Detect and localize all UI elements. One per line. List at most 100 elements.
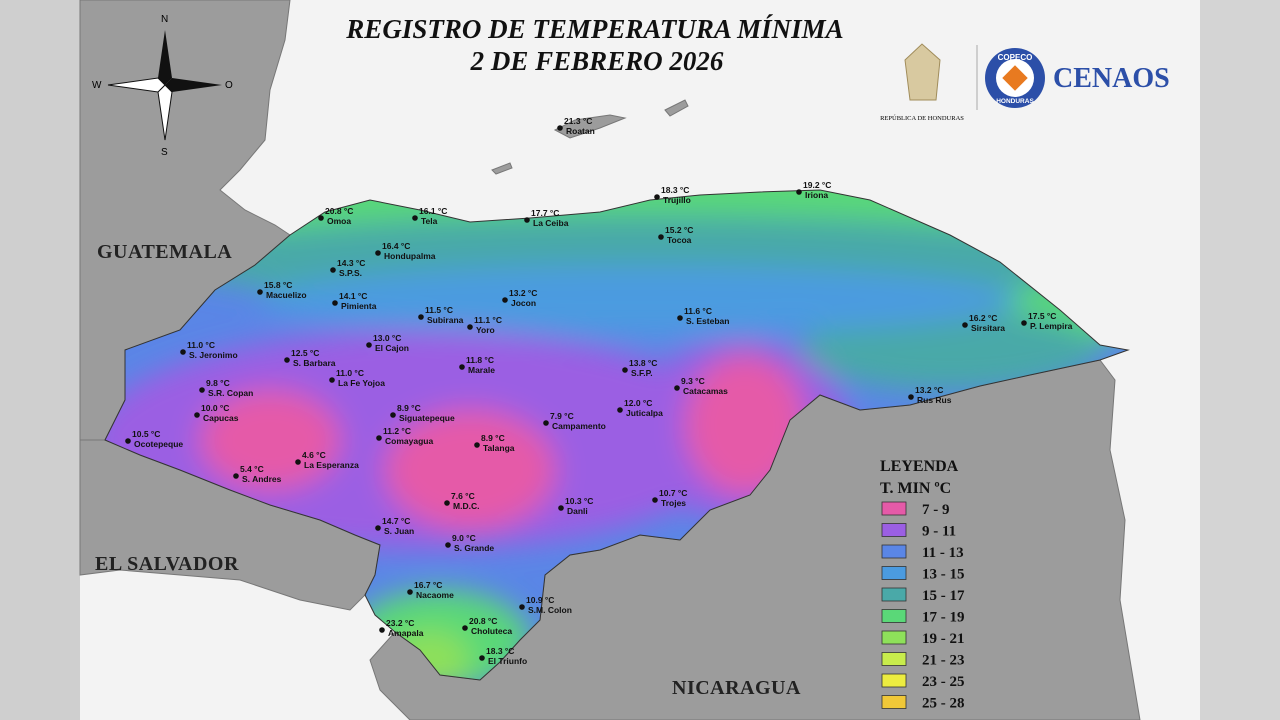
station-name: Iriona [805,190,828,200]
station-temp: 23.2 °C [386,618,414,628]
station-dot [674,385,680,391]
station-name: Subirana [427,315,464,325]
station-temp: 11.0 °C [336,368,364,378]
station-temp: 9.0 °C [452,533,476,543]
station-name: S.P.S. [339,268,362,278]
station-temp: 8.9 °C [481,433,505,443]
station-dot [332,300,338,306]
station-dot [295,459,301,465]
station-name: Ocotepeque [134,439,183,449]
legend-label: 19 - 21 [922,631,965,647]
station-temp: 4.6 °C [302,450,326,460]
republic-label: REPÚBLICA DE HONDURAS [880,114,964,122]
station-dot [654,194,660,200]
station-name: El Cajon [375,343,409,353]
station-temp: 11.6 °C [684,306,712,316]
legend-swatch [881,566,907,580]
station: 14.3 °CS.P.S. [330,258,365,278]
station-name: Marale [468,365,495,375]
station-name: Rus Rus [917,395,952,405]
title: REGISTRO DE TEMPERATURA MÍNIMA [345,14,843,44]
station-temp: 20.8 °C [325,206,353,216]
station-temp: 7.9 °C [550,411,574,421]
legend-swatch [881,630,907,645]
station-name: S. Barbara [293,358,336,368]
station-dot [379,627,385,633]
station-dot [318,215,324,221]
station-dot [502,297,508,303]
station: 11.0 °CS. Jeronimo [180,340,238,360]
station-name: Comayagua [385,436,433,446]
station-name: Sirsitara [971,323,1005,333]
legend-swatch [881,501,907,516]
station-temp: 7.6 °C [451,491,475,501]
station-name: Trujillo [663,195,691,205]
station-temp: 5.4 °C [240,464,264,474]
station-name: M.D.C. [453,501,479,511]
station-name: Omoa [327,216,351,226]
station-temp: 10.3 °C [565,496,593,506]
station-name: S. Grande [454,543,494,553]
station-dot [524,217,530,223]
legend-label: 7 - 9 [922,502,950,518]
station-temp: 8.9 °C [397,403,421,413]
station-temp: 11.0 °C [187,340,215,350]
station: 11.6 °CS. Esteban [677,306,729,326]
country-label: GUATEMALA [97,241,232,263]
station-temp: 18.3 °C [661,185,689,195]
station-temp: 16.2 °C [969,313,997,323]
station-temp: 17.5 °C [1028,311,1056,321]
station-name: S. Jeronimo [189,350,238,360]
station-dot [658,234,664,240]
station-temp: 15.8 °C [264,280,292,290]
country-label: EL SALVADOR [95,553,239,575]
station-name: Choluteca [471,626,512,636]
station: 9.0 °CS. Grande [445,533,494,553]
station-dot [1021,320,1027,326]
side-bar [1200,0,1280,720]
station-name: Siguatepeque [399,413,455,423]
station-name: S. Esteban [686,316,729,326]
station-temp: 13.2 °C [915,385,943,395]
legend-subtitle: T. MIN ºC [880,480,951,497]
station-name: Hondupalma [384,251,436,261]
legend-label: 21 - 23 [922,653,965,669]
station-name: S.M. Colon [528,605,572,615]
station-name: S. Juan [384,526,414,536]
legend-label: 25 - 28 [922,696,965,712]
station-name: El Triunfo [488,656,527,666]
station-name: Nacaome [416,590,454,600]
station-name: La Esperanza [304,460,359,470]
station-dot [459,364,465,370]
station-name: S. Andres [242,474,282,484]
station-name: Tela [421,216,438,226]
legend-label: 9 - 11 [922,524,956,540]
compass-rose: N W O S [92,14,233,158]
date: 2 DE FEBRERO 2026 [470,46,724,76]
station-temp: 13.8 °C [629,358,657,368]
neighbors [79,0,1141,720]
station-name: Capucas [203,413,239,423]
station-name: La Fe Yojoa [338,378,385,388]
station-dot [557,125,563,131]
station-temp: 19.2 °C [803,180,831,190]
station-temp: 10.0 °C [201,403,229,413]
station-temp: 14.7 °C [382,516,410,526]
station-dot [908,394,914,400]
station-temp: 9.8 °C [206,378,230,388]
legend-label: 11 - 13 [922,545,964,561]
station-dot [375,525,381,531]
station-dot [677,315,683,321]
